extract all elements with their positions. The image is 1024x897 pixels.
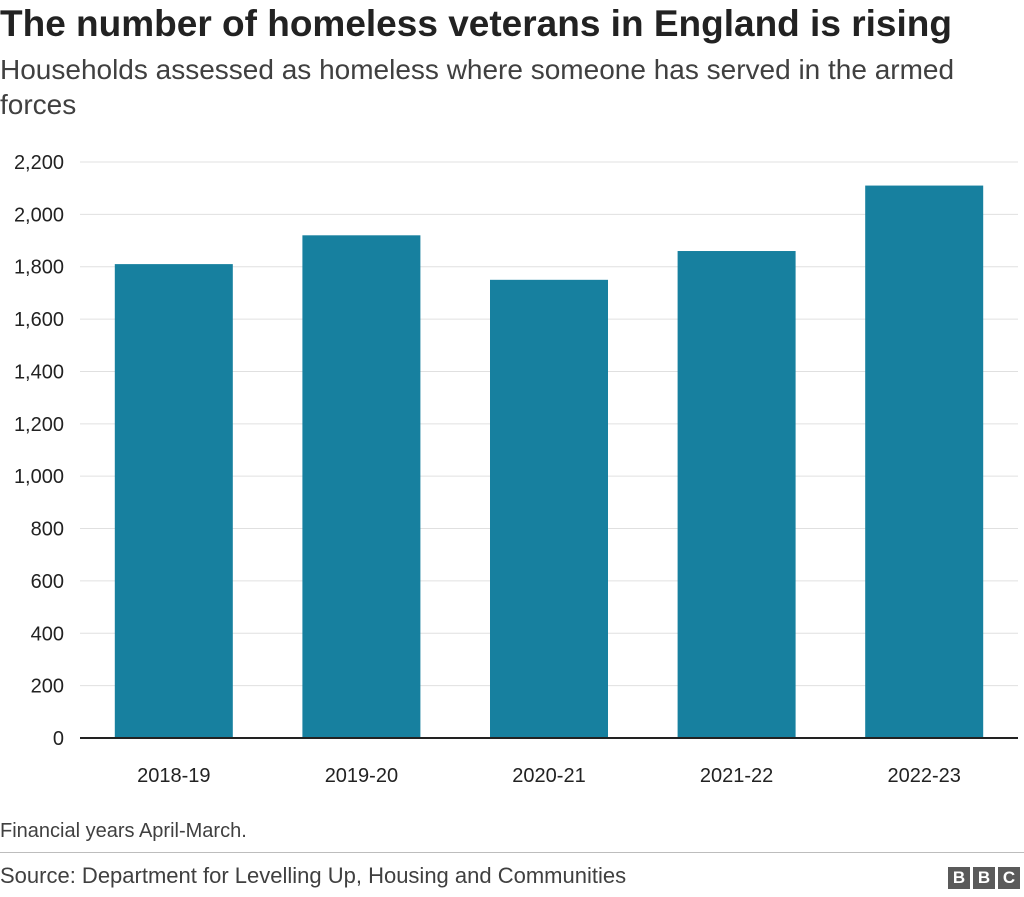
y-tick-label: 800 [31, 519, 64, 541]
y-tick-label: 1,800 [14, 257, 64, 279]
y-axis-ticks: 0 200 400 600 800 1,000 1,200 1,400 1,600 1,800 2,… [14, 152, 64, 750]
y-tick-label: 0 [53, 728, 64, 750]
bar-2022-23 [865, 185, 984, 739]
x-tick-label: 2020-21 [512, 765, 585, 787]
bar-2021-22 [677, 251, 796, 738]
chart-title: The number of homeless veterans in Engla… [0, 3, 952, 44]
y-tick-label: 1,600 [14, 309, 64, 331]
y-tick-label: 400 [31, 623, 64, 645]
footer-divider [0, 852, 1024, 853]
y-tick-label: 600 [31, 571, 64, 593]
bbc-logo: B B C [948, 867, 1020, 889]
bar-2020-21 [490, 279, 608, 738]
bbc-logo-letter: B [973, 867, 995, 889]
y-tick-label: 2,000 [14, 204, 64, 226]
y-tick-label: 200 [31, 676, 64, 698]
bbc-logo-letter: B [948, 867, 970, 889]
bars [114, 185, 984, 739]
y-tick-label: 2,200 [14, 152, 64, 174]
bar-2018-19 [114, 264, 233, 738]
bar-2019-20 [302, 235, 421, 738]
bar-chart: 0 200 400 600 800 1,000 1,200 1,400 1,600 1,800 2,… [14, 152, 1018, 787]
x-tick-label: 2021-22 [700, 765, 773, 787]
x-tick-label: 2022-23 [887, 765, 960, 787]
chart-subtitle: Households assessed as homeless where so… [0, 54, 955, 120]
x-tick-label: 2019-20 [325, 765, 398, 787]
y-tick-label: 1,400 [14, 361, 64, 383]
chart-note: Financial years April-March. [0, 820, 247, 842]
y-tick-label: 1,000 [14, 466, 64, 488]
bbc-logo-letter: C [998, 867, 1020, 889]
y-tick-label: 1,200 [14, 414, 64, 436]
x-axis-ticks: 2018-19 2019-20 2020-21 2021-22 2022-23 [137, 765, 961, 787]
x-tick-label: 2018-19 [137, 765, 210, 787]
source-text: Source: Department for Levelling Up, Hou… [0, 863, 627, 888]
